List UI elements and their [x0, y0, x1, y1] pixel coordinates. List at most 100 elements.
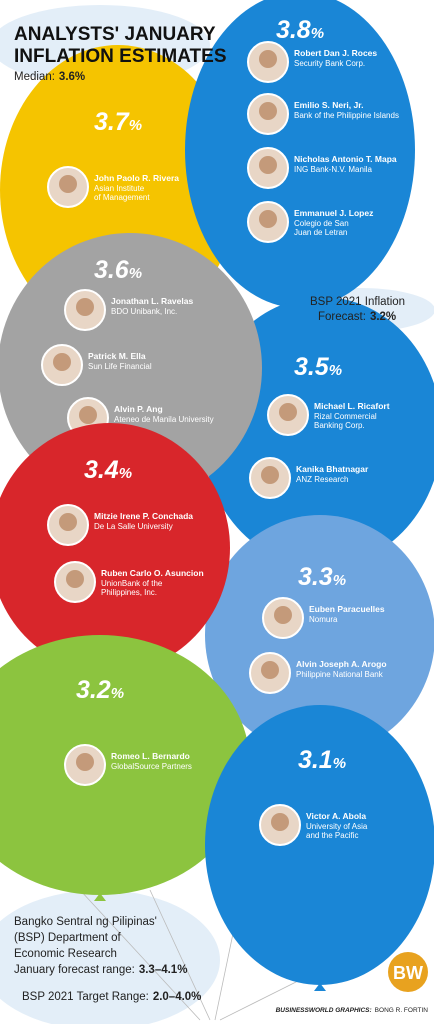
- estimate-unit: %: [111, 685, 124, 702]
- estimate: 3.2%: [76, 676, 124, 704]
- note-label: January forecast range:: [14, 964, 135, 976]
- title-line: INFLATION ESTIMATES: [14, 46, 227, 67]
- photo-head: [59, 175, 77, 193]
- analyst-affiliation: Bank of the Philippine Islands: [294, 111, 399, 120]
- analyst-name: Kanika Bhatnagar: [296, 464, 369, 474]
- note: BSP 2021 Inflation: [310, 296, 405, 308]
- photo-head: [53, 353, 71, 371]
- analyst-affiliation: ING Bank-N.V. Manila: [294, 165, 373, 174]
- analyst-affiliation: Nomura: [309, 615, 338, 624]
- note: (BSP) Department of: [14, 932, 122, 944]
- estimate-value: 3.1: [298, 746, 333, 774]
- photo-head: [259, 50, 277, 68]
- analyst-name: Robert Dan J. Roces: [294, 48, 377, 58]
- median-label: Median:: [14, 71, 55, 83]
- balloon-body: [205, 705, 434, 985]
- analyst-name: Jonathan L. Ravelas: [111, 296, 193, 306]
- estimate-unit: %: [311, 25, 324, 42]
- credit-author: BONG R. FORTIN: [375, 1007, 429, 1014]
- photo-head: [79, 406, 97, 424]
- photo-head: [59, 513, 77, 531]
- analyst-affiliation: GlobalSource Partners: [111, 762, 192, 771]
- analyst-affiliation: Security Bank Corp.: [294, 59, 365, 68]
- estimate: 3.8%: [276, 16, 324, 44]
- analyst-name: Patrick M. Ella: [88, 351, 146, 361]
- estimate-unit: %: [333, 755, 346, 772]
- analyst-affiliation: UnionBank of the: [101, 579, 163, 588]
- balloon-body: [0, 423, 230, 673]
- analyst-affiliation: Banking Corp.: [314, 421, 365, 430]
- estimate-unit: %: [119, 465, 132, 482]
- photo-head: [66, 570, 84, 588]
- note: Bangko Sentral ng Pilipinas': [14, 916, 157, 928]
- estimate-unit: %: [129, 265, 142, 282]
- estimate-value: 3.6: [94, 256, 130, 284]
- note-label: BSP 2021 Target Range:: [22, 991, 149, 1003]
- analyst-name: Mitzie Irene P. Conchada: [94, 511, 193, 521]
- balloon-body: [185, 0, 415, 308]
- analyst-name: Alvin P. Ang: [114, 404, 163, 414]
- analyst-affiliation: of Management: [94, 193, 150, 202]
- note: BSP 2021 Target Range: 2.0–4.0%: [22, 991, 201, 1003]
- estimate: 3.4%: [84, 456, 132, 484]
- analyst-name: Ruben Carlo O. Asuncion: [101, 568, 204, 578]
- note-value: 3.2%: [370, 311, 396, 323]
- analyst-affiliation: Sun Life Financial: [88, 362, 152, 371]
- median-value: 3.6%: [59, 71, 85, 83]
- estimate-value: 3.3: [298, 563, 333, 591]
- estimate-value: 3.2: [76, 676, 111, 704]
- note: Economic Research: [14, 948, 117, 960]
- note-label: Forecast:: [318, 311, 366, 323]
- analyst-affiliation: Philippines, Inc.: [101, 588, 157, 597]
- median: Median: 3.6%: [14, 71, 85, 83]
- analyst-affiliation: BDO Unibank, Inc.: [111, 307, 177, 316]
- photo-head: [274, 606, 292, 624]
- photo-head: [259, 102, 277, 120]
- analyst-name: Emmanuel J. Lopez: [294, 208, 373, 218]
- estimate-value: 3.4: [84, 456, 119, 484]
- estimate: 3.6%: [94, 256, 142, 284]
- photo-head: [76, 753, 94, 771]
- photo-head: [259, 156, 277, 174]
- logo-text: BW: [393, 963, 423, 983]
- analyst-name: Nicholas Antonio T. Mapa: [294, 154, 397, 164]
- photo-head: [261, 661, 279, 679]
- photo-head: [76, 298, 94, 316]
- estimate: 3.3%: [298, 563, 346, 591]
- estimate-value: 3.5: [294, 353, 330, 381]
- estimate: 3.1%: [298, 746, 346, 774]
- analyst-affiliation: De La Salle University: [94, 522, 173, 531]
- strings: [79, 889, 301, 1021]
- balloon-knot: [94, 893, 106, 901]
- title-line: ANALYSTS' JANUARY: [14, 24, 216, 45]
- analyst-affiliation: University of Asia: [306, 822, 368, 831]
- estimate-unit: %: [129, 117, 142, 134]
- estimate: 3.7%: [94, 108, 142, 136]
- analyst-name: Michael L. Ricafort: [314, 401, 390, 411]
- analyst-name: Romeo L. Bernardo: [111, 751, 190, 761]
- estimate-value: 3.7: [94, 108, 130, 136]
- analyst-name: Emilio S. Neri, Jr.: [294, 100, 363, 110]
- balloon-knot: [314, 983, 326, 991]
- analyst-affiliation: and the Pacific: [306, 831, 358, 840]
- analyst-affiliation: Ateneo de Manila University: [114, 415, 214, 424]
- analyst-affiliation: Colegio de San: [294, 219, 349, 228]
- photo-head: [279, 403, 297, 421]
- photo-head: [261, 466, 279, 484]
- note: January forecast range: 3.3–4.1%: [14, 964, 187, 976]
- analyst-name: Victor A. Abola: [306, 811, 366, 821]
- analyst-affiliation: Juan de Letran: [294, 228, 347, 237]
- analyst-affiliation: Philippine National Bank: [296, 670, 384, 679]
- estimate: 3.5%: [294, 353, 342, 381]
- analyst-name: Alvin Joseph A. Arogo: [296, 659, 387, 669]
- photo-head: [259, 210, 277, 228]
- analyst-affiliation: Asian Institute: [94, 184, 145, 193]
- credit-label: BUSINESSWORLD GRAPHICS:: [276, 1007, 372, 1014]
- note: Forecast: 3.2%: [318, 311, 396, 323]
